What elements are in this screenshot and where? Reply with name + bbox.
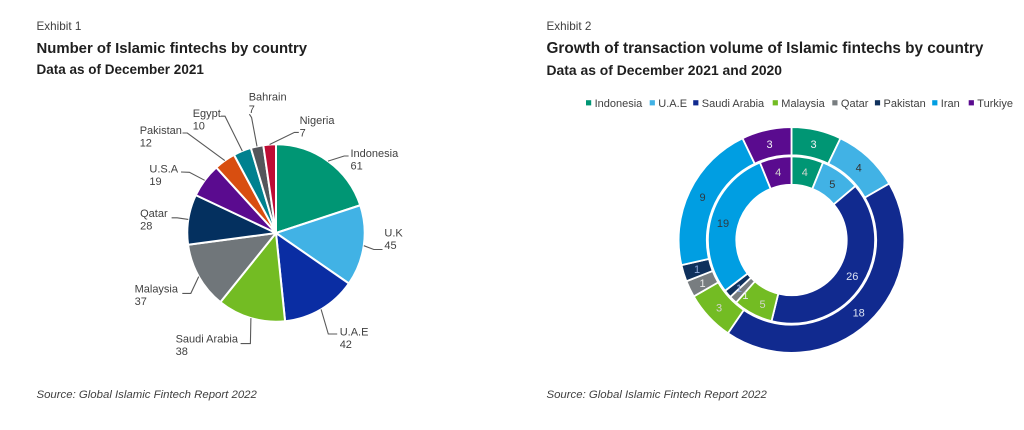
svg-text:28: 28 [140, 221, 152, 233]
svg-text:4: 4 [802, 167, 808, 179]
svg-text:Iran: Iran [941, 98, 960, 110]
svg-text:Pakistan: Pakistan [884, 98, 926, 110]
svg-text:Qatar: Qatar [140, 208, 168, 220]
svg-text:18: 18 [853, 308, 865, 320]
svg-text:42: 42 [340, 339, 352, 351]
svg-text:U.A.E: U.A.E [658, 98, 687, 110]
svg-text:Malaysia: Malaysia [781, 98, 825, 110]
svg-text:19: 19 [717, 218, 729, 230]
svg-text:Indonesia: Indonesia [595, 98, 644, 110]
svg-text:U.S.A: U.S.A [149, 163, 178, 175]
svg-text:45: 45 [384, 240, 396, 252]
svg-text:7: 7 [300, 128, 306, 140]
svg-text:4: 4 [856, 163, 862, 175]
svg-text:3: 3 [716, 302, 722, 314]
svg-text:U.K: U.K [384, 228, 403, 240]
svg-text:Turkiye: Turkiye [977, 98, 1013, 110]
svg-text:Indonesia: Indonesia [351, 148, 400, 160]
svg-text:Nigeria: Nigeria [300, 115, 336, 127]
svg-text:Qatar: Qatar [841, 98, 869, 110]
svg-text:Pakistan: Pakistan [140, 125, 182, 137]
svg-text:26: 26 [846, 271, 858, 283]
svg-text:Malaysia: Malaysia [135, 284, 179, 296]
svg-text:19: 19 [149, 176, 161, 188]
svg-text:3: 3 [766, 139, 772, 151]
svg-text:1: 1 [736, 283, 742, 295]
svg-text:Saudi Arabia: Saudi Arabia [176, 334, 239, 346]
svg-text:12: 12 [140, 137, 152, 149]
svg-text:Egypt: Egypt [193, 108, 221, 120]
svg-text:9: 9 [699, 192, 705, 204]
svg-text:4: 4 [775, 167, 781, 179]
svg-text:Saudi Arabia: Saudi Arabia [702, 98, 765, 110]
svg-text:3: 3 [810, 139, 816, 151]
svg-text:38: 38 [176, 346, 188, 358]
svg-text:U.A.E: U.A.E [340, 327, 369, 339]
svg-text:1: 1 [699, 278, 705, 290]
svg-text:5: 5 [759, 299, 765, 311]
svg-text:61: 61 [351, 161, 363, 173]
svg-text:7: 7 [249, 104, 255, 116]
svg-text:10: 10 [193, 121, 205, 133]
svg-text:5: 5 [829, 179, 835, 191]
svg-text:1: 1 [694, 264, 700, 276]
svg-text:1: 1 [742, 290, 748, 302]
svg-text:37: 37 [135, 296, 147, 308]
svg-text:Bahrain: Bahrain [249, 92, 287, 104]
